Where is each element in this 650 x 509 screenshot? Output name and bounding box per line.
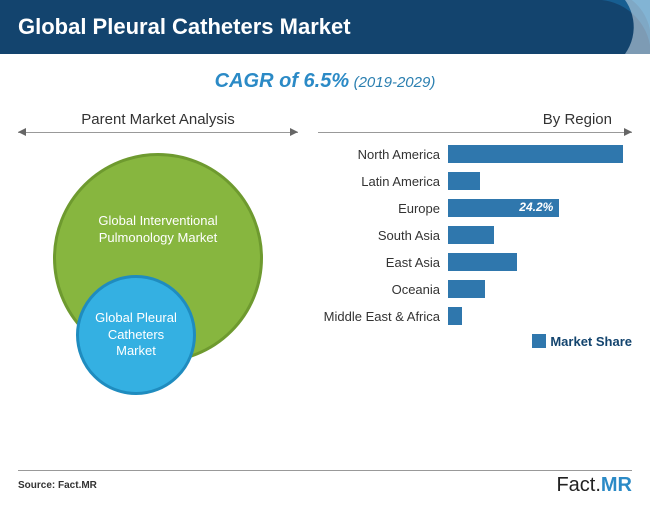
right-section-title: By Region xyxy=(318,111,632,133)
venn-diagram: Global Interventional Pulmonology Market… xyxy=(28,143,288,403)
bar-fill xyxy=(448,280,485,298)
bar-track: 24.2% xyxy=(448,199,632,217)
bar-row: Latin America xyxy=(318,172,632,190)
bar-track xyxy=(448,145,632,163)
legend-label: Market Share xyxy=(550,334,632,349)
bar-label: Middle East & Africa xyxy=(318,309,448,324)
bar-row: Oceania xyxy=(318,280,632,298)
bar-row: South Asia xyxy=(318,226,632,244)
right-panel: By Region North America Latin America Euro… xyxy=(298,111,632,403)
bar-label: Europe xyxy=(318,201,448,216)
page-title: Global Pleural Catheters Market xyxy=(18,14,351,40)
bar-fill xyxy=(448,307,462,325)
bar-row: East Asia xyxy=(318,253,632,271)
brand-mr: MR xyxy=(601,474,632,496)
bar-row: North America xyxy=(318,145,632,163)
bar-track xyxy=(448,280,632,298)
header-bar: Global Pleural Catheters Market xyxy=(0,0,650,54)
legend-swatch xyxy=(532,334,546,348)
bar-row: Europe 24.2% xyxy=(318,199,632,217)
source-text: Source: Fact.MR xyxy=(18,480,97,491)
bar-label: South Asia xyxy=(318,228,448,243)
cagr-value: CAGR of 6.5% xyxy=(215,70,349,92)
bar-label: North America xyxy=(318,147,448,162)
left-panel: Parent Market Analysis Global Interventi… xyxy=(18,111,298,403)
content-area: Parent Market Analysis Global Interventi… xyxy=(0,111,650,403)
left-section-title: Parent Market Analysis xyxy=(18,111,298,133)
footer-divider xyxy=(18,470,632,471)
bar-chart: North America Latin America Europe 24.2% Sou… xyxy=(318,145,632,325)
bar-fill xyxy=(448,253,517,271)
bar-fill: 24.2% xyxy=(448,199,559,217)
cagr-period: (2019-2029) xyxy=(354,74,436,91)
outer-circle-label: Global Interventional Pulmonology Market xyxy=(56,213,260,247)
bar-value: 24.2% xyxy=(519,200,553,214)
bar-track xyxy=(448,172,632,190)
brand-fact: Fact. xyxy=(556,474,600,496)
header-decoration xyxy=(540,0,650,54)
subtitle: CAGR of 6.5% (2019-2029) xyxy=(0,70,650,93)
bar-track xyxy=(448,226,632,244)
bar-label: Oceania xyxy=(318,282,448,297)
brand-logo: Fact.MR xyxy=(556,474,632,497)
inner-circle-label: Global Pleural Catheters Market xyxy=(79,310,193,361)
bar-row: Middle East & Africa xyxy=(318,307,632,325)
bar-label: East Asia xyxy=(318,255,448,270)
bar-track xyxy=(448,253,632,271)
legend: Market Share xyxy=(318,334,632,349)
bar-label: Latin America xyxy=(318,174,448,189)
bar-fill xyxy=(448,145,623,163)
bar-track xyxy=(448,307,632,325)
inner-circle: Global Pleural Catheters Market xyxy=(76,275,196,395)
bar-fill xyxy=(448,226,494,244)
bar-fill xyxy=(448,172,480,190)
